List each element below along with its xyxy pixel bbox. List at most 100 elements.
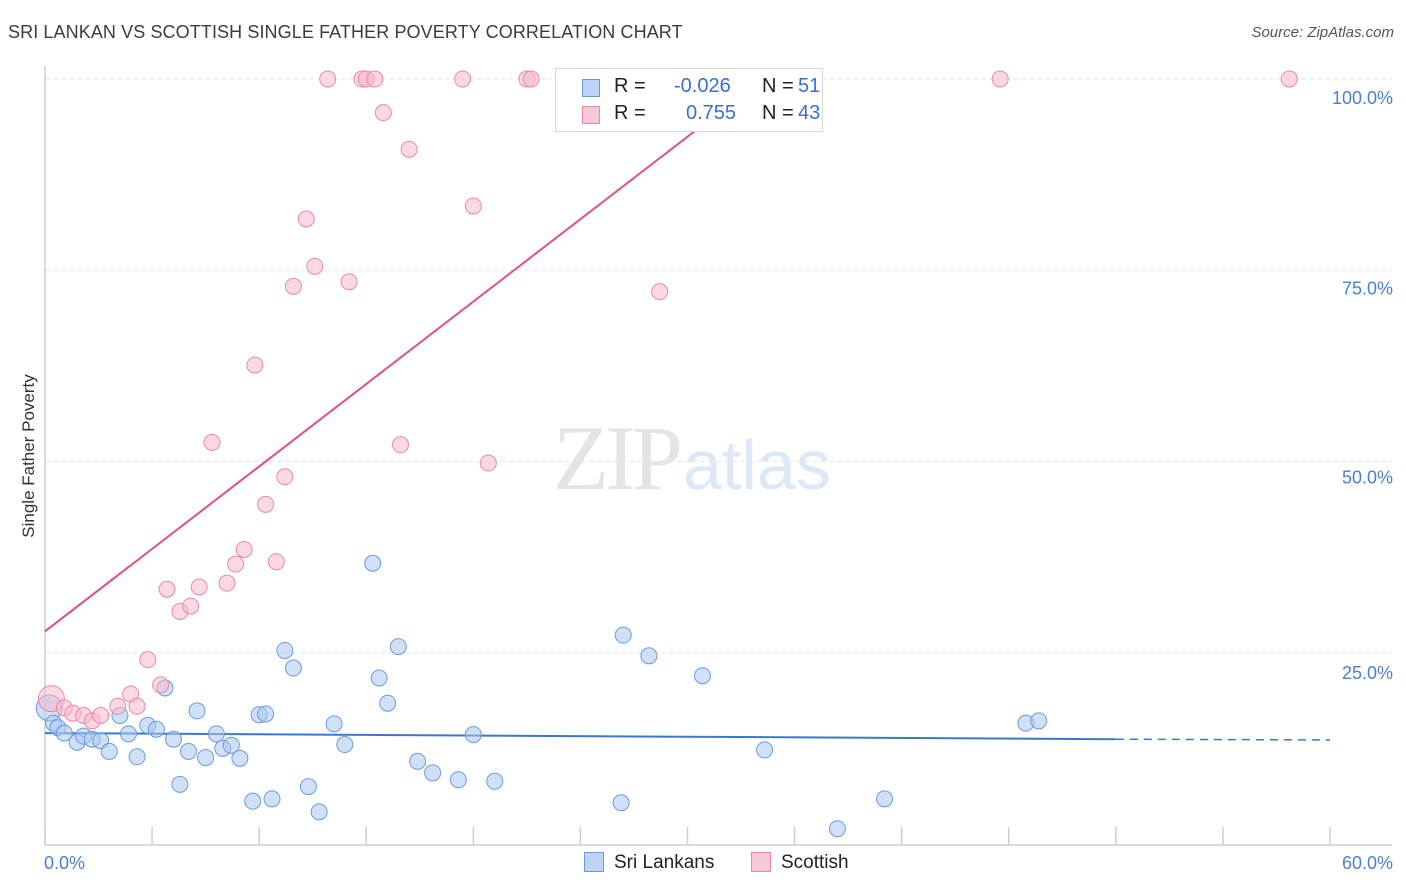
scottish-point	[128, 697, 146, 715]
scottish-trend-line	[44, 78, 764, 633]
sri-lankans-point	[336, 736, 354, 754]
scottish-point	[522, 70, 540, 88]
scottish-point	[246, 356, 264, 374]
sri-lankans-trend-extension	[1115, 738, 1331, 741]
scottish-point	[306, 257, 324, 275]
legend-swatch-pink	[582, 106, 600, 124]
scottish-point	[400, 140, 418, 158]
x-tick-marks	[44, 827, 1331, 845]
bottom-legend-label: Scottish	[781, 852, 849, 873]
sri-lankans-point	[693, 667, 711, 685]
sri-lankans-point	[171, 775, 189, 793]
sri-lankans-point	[222, 736, 240, 754]
scottish-point	[182, 597, 200, 615]
sri-lankans-point	[389, 638, 407, 656]
sri-lankans-point	[55, 724, 73, 742]
sri-lankans-point	[1030, 712, 1048, 730]
legend-n-value: 43	[798, 102, 821, 124]
scottish-point	[651, 283, 669, 301]
legend-r-value: -0.026	[674, 75, 731, 97]
sri-lankans-point	[120, 725, 138, 743]
sri-lankans-point	[828, 820, 846, 838]
sri-lankans-point	[379, 694, 397, 712]
scottish-point	[190, 578, 208, 596]
sri-lankans-point	[614, 626, 632, 644]
sri-lankans-point	[100, 742, 118, 760]
y-tick-label: 25.0%	[1342, 663, 1393, 683]
scottish-point	[454, 70, 472, 88]
scottish-point	[297, 210, 315, 228]
scottish-point	[152, 676, 170, 694]
x-tick-label: 60.0%	[1342, 853, 1393, 873]
scottish-point	[991, 70, 1009, 88]
y-axis-label: Single Father Poverty	[19, 374, 38, 538]
sri-lankans-point	[207, 725, 225, 743]
sri-lankans-point	[128, 748, 146, 766]
y-tick-label: 50.0%	[1342, 468, 1393, 488]
scottish-point	[464, 197, 482, 215]
sri-lankans-point	[188, 702, 206, 720]
scottish-point	[203, 433, 221, 451]
scottish-point	[139, 651, 157, 669]
scottish-point	[479, 454, 497, 472]
sri-lankans-point	[165, 730, 182, 748]
sri-lankans-point	[370, 669, 388, 687]
scottish-point	[340, 273, 358, 291]
watermark-atlas: atlas	[683, 426, 831, 504]
legend-n-label: N =	[762, 102, 794, 124]
y-tick-label: 100.0%	[1332, 88, 1393, 108]
sri-lankans-point	[464, 726, 482, 744]
sri-lankans-point	[244, 792, 262, 810]
scottish-point	[109, 697, 127, 715]
sri-lankans-point	[409, 752, 427, 770]
scottish-point	[92, 706, 110, 724]
sri-lankans-point	[756, 741, 774, 759]
sri-lankans-point	[276, 641, 294, 659]
scottish-point	[392, 436, 410, 454]
scottish-points	[37, 70, 1298, 730]
legend-swatch-blue	[582, 79, 600, 97]
sri-lankans-points	[35, 554, 1048, 838]
sri-lankans-point	[364, 554, 382, 572]
legend-r-value: 0.755	[686, 102, 737, 124]
bottom-legend-label: Sri Lankans	[614, 852, 715, 873]
legend-r-label: R =	[614, 102, 646, 124]
scottish-point	[257, 495, 275, 513]
sri-lankans-point	[197, 749, 215, 767]
scottish-point	[218, 574, 236, 592]
scottish-point	[235, 540, 253, 558]
correlation-legend: R = -0.026 N = 51 R = 0.755 N = 43	[555, 68, 823, 132]
bottom-legend-swatch-pink	[751, 852, 771, 872]
sri-lankans-trend-line	[44, 732, 1116, 741]
y-tick-label: 75.0%	[1342, 278, 1393, 298]
sri-lankans-point	[231, 749, 249, 767]
x-tick-label: 0.0%	[44, 853, 85, 873]
sri-lankans-point	[325, 715, 343, 733]
sri-lankans-point	[147, 720, 165, 738]
watermark-zip: ZIP	[553, 407, 683, 509]
sri-lankans-point	[257, 705, 275, 723]
sri-lankans-point	[299, 778, 317, 796]
sri-lankans-point	[284, 659, 302, 677]
scottish-point	[227, 555, 245, 573]
scottish-point	[366, 70, 384, 88]
tick-labels: 25.0% 50.0% 75.0% 100.0% 0.0% 60.0%	[44, 88, 1393, 873]
sri-lankans-point	[486, 772, 504, 790]
scottish-point	[276, 468, 294, 486]
sri-lankans-point	[310, 803, 328, 821]
sri-lankans-point	[640, 647, 658, 665]
scottish-point	[1280, 70, 1298, 88]
legend-n-label: N =	[762, 75, 794, 97]
scottish-point	[158, 580, 176, 598]
bottom-legend-sri-lankans[interactable]: Sri Lankans	[584, 852, 714, 874]
legend-r-label: R =	[614, 75, 646, 97]
chart-title: SRI LANKAN VS SCOTTISH SINGLE FATHER POV…	[8, 22, 683, 42]
sri-lankans-point	[263, 790, 281, 808]
legend-n-value: 51	[798, 75, 821, 97]
watermark: ZIPatlas	[553, 405, 831, 511]
scottish-point	[319, 70, 337, 88]
bottom-legend-scottish[interactable]: Scottish	[751, 852, 849, 874]
sri-lankans-point	[612, 794, 630, 812]
scottish-point	[284, 277, 302, 295]
